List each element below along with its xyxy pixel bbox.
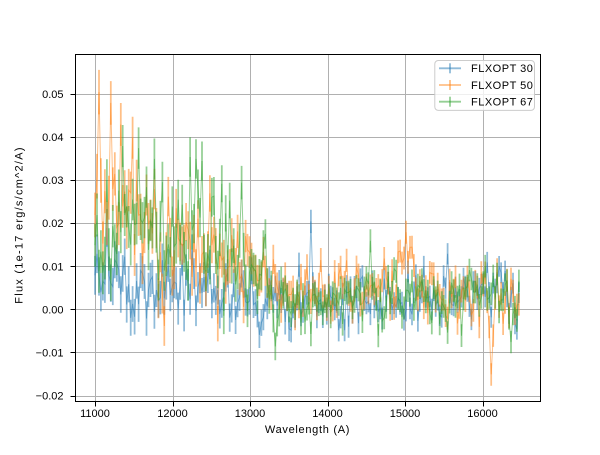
- svg-text:12000: 12000: [157, 408, 188, 420]
- svg-text:0.02: 0.02: [42, 218, 63, 230]
- svg-text:−0.01: −0.01: [36, 348, 64, 360]
- svg-text:0.03: 0.03: [42, 175, 63, 187]
- svg-text:15000: 15000: [390, 408, 421, 420]
- svg-text:13000: 13000: [235, 408, 266, 420]
- svg-text:11000: 11000: [80, 408, 110, 420]
- svg-text:0.00: 0.00: [42, 304, 63, 316]
- svg-text:Wavelength (A): Wavelength (A): [265, 424, 350, 436]
- svg-text:FLXOPT 67: FLXOPT 67: [471, 97, 533, 109]
- svg-text:FLXOPT 30: FLXOPT 30: [471, 63, 533, 75]
- svg-text:0.04: 0.04: [42, 132, 63, 144]
- svg-text:0.05: 0.05: [42, 89, 63, 101]
- svg-text:16000: 16000: [467, 408, 498, 420]
- svg-text:14000: 14000: [312, 408, 343, 420]
- svg-text:FLXOPT 50: FLXOPT 50: [471, 80, 533, 92]
- svg-text:0.01: 0.01: [42, 261, 63, 273]
- svg-text:−0.02: −0.02: [36, 391, 64, 403]
- svg-text:Flux (1e-17 erg/s/cm^2/A): Flux (1e-17 erg/s/cm^2/A): [14, 146, 26, 303]
